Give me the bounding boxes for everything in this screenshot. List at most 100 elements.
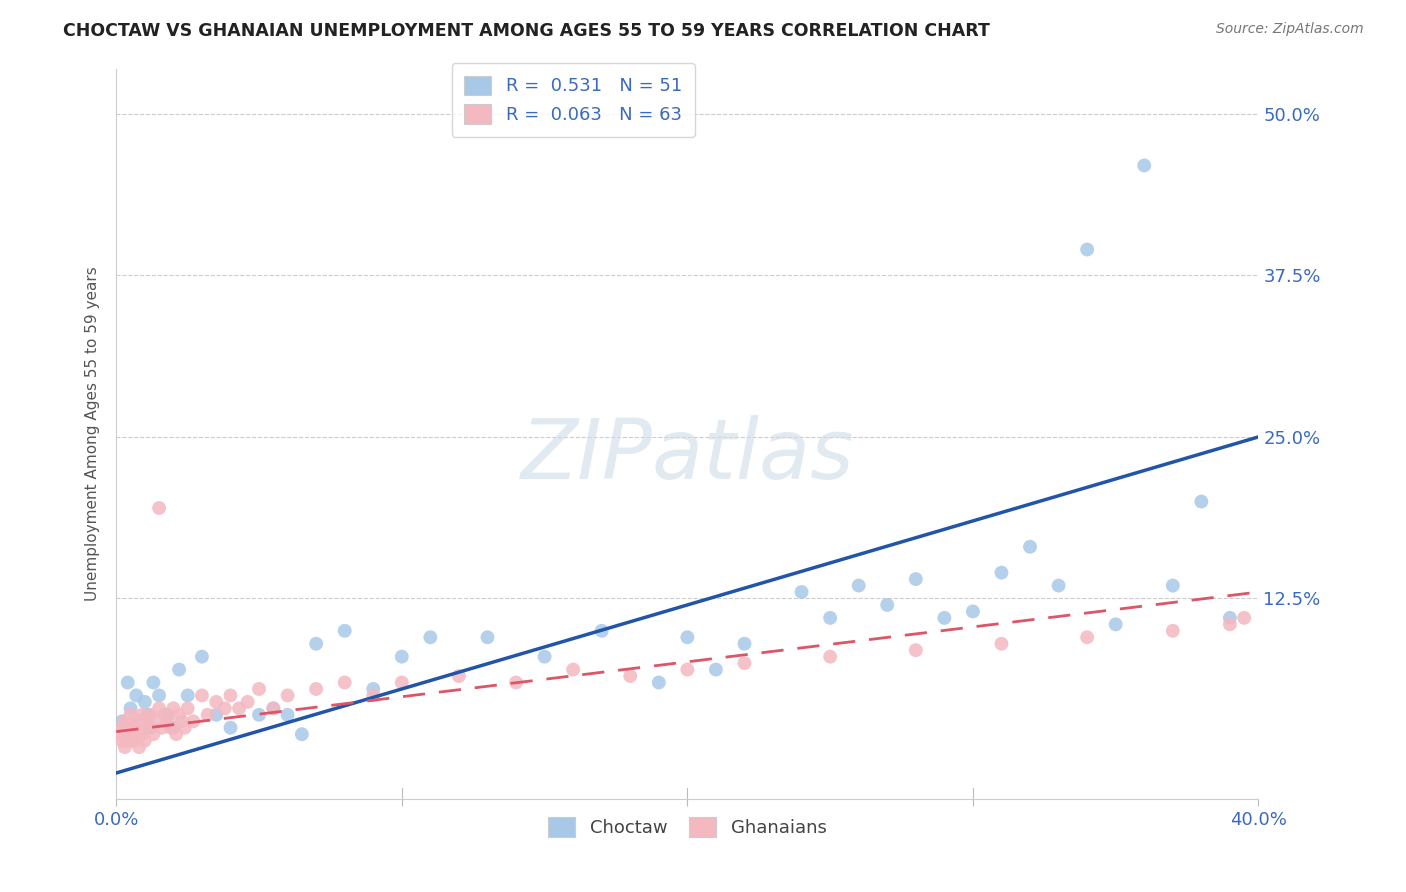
Point (162, 701, 184, 715)
Point (790, 585, 813, 599)
Point (117, 721, 139, 735)
Point (1161, 624, 1184, 638)
Point (219, 689, 242, 703)
Point (120, 701, 142, 715)
Point (170, 714, 193, 729)
Point (262, 701, 284, 715)
Point (391, 649, 413, 664)
Text: CHOCTAW VS GHANAIAN UNEMPLOYMENT AMONG AGES 55 TO 59 YEARS CORRELATION CHART: CHOCTAW VS GHANAIAN UNEMPLOYMENT AMONG A… (63, 22, 990, 40)
Point (447, 669, 470, 683)
Point (219, 721, 242, 735)
Point (391, 675, 413, 690)
Point (934, 611, 956, 625)
Point (191, 649, 214, 664)
Legend: Choctaw, Ghanaians: Choctaw, Ghanaians (541, 810, 834, 845)
Point (148, 701, 170, 715)
Point (139, 721, 162, 735)
Point (142, 675, 165, 690)
Point (1219, 617, 1241, 632)
Point (1133, 158, 1156, 172)
Point (1189, 494, 1212, 508)
Point (205, 695, 228, 709)
Point (305, 637, 328, 651)
Point (291, 727, 314, 741)
Point (619, 669, 641, 683)
Point (361, 689, 384, 703)
Point (648, 675, 671, 690)
Point (117, 675, 139, 690)
Point (111, 721, 134, 735)
Point (676, 663, 699, 677)
Point (173, 721, 195, 735)
Point (533, 649, 555, 664)
Point (134, 714, 156, 729)
Point (131, 707, 153, 722)
Point (676, 630, 699, 644)
Point (962, 604, 984, 618)
Point (247, 681, 270, 696)
Point (156, 707, 179, 722)
Point (262, 701, 284, 715)
Point (125, 689, 148, 703)
Point (361, 681, 384, 696)
Point (876, 598, 898, 612)
Point (277, 707, 299, 722)
Point (136, 721, 159, 735)
Point (142, 727, 165, 741)
Point (183, 714, 205, 729)
Point (134, 733, 156, 747)
Point (148, 689, 170, 703)
Point (990, 637, 1012, 651)
Point (167, 663, 190, 677)
Point (145, 714, 167, 729)
Point (1019, 540, 1042, 554)
Point (333, 675, 356, 690)
Point (120, 727, 142, 741)
Point (214, 701, 236, 715)
Point (904, 572, 927, 586)
Point (197, 707, 219, 722)
Point (848, 578, 870, 592)
Point (131, 721, 153, 735)
Point (148, 501, 170, 516)
Point (120, 707, 142, 722)
Point (1047, 578, 1070, 592)
Point (134, 695, 156, 709)
Point (734, 656, 756, 670)
Point (128, 714, 150, 729)
Point (153, 707, 176, 722)
Point (156, 714, 179, 729)
Point (1105, 617, 1128, 632)
Point (477, 630, 499, 644)
Point (205, 707, 228, 722)
Point (114, 714, 136, 729)
Text: Source: ZipAtlas.com: Source: ZipAtlas.com (1216, 22, 1364, 37)
Point (167, 707, 190, 722)
Point (228, 701, 250, 715)
Point (734, 637, 756, 651)
Point (111, 733, 134, 747)
Point (1076, 243, 1098, 257)
Point (150, 721, 173, 735)
Point (122, 727, 145, 741)
Point (505, 675, 527, 690)
Point (818, 611, 841, 625)
Point (247, 707, 270, 722)
Point (419, 630, 441, 644)
Y-axis label: Unemployment Among Ages 55 to 59 years: Unemployment Among Ages 55 to 59 years (86, 267, 100, 601)
Point (117, 733, 139, 747)
Point (904, 643, 927, 657)
Point (333, 624, 356, 638)
Point (1219, 611, 1241, 625)
Point (1161, 578, 1184, 592)
Point (122, 714, 145, 729)
Point (111, 714, 134, 729)
Point (165, 727, 187, 741)
Point (236, 695, 259, 709)
Point (122, 733, 145, 747)
Point (176, 689, 198, 703)
Point (114, 740, 136, 755)
Point (277, 689, 299, 703)
Point (131, 727, 153, 741)
Point (191, 689, 214, 703)
